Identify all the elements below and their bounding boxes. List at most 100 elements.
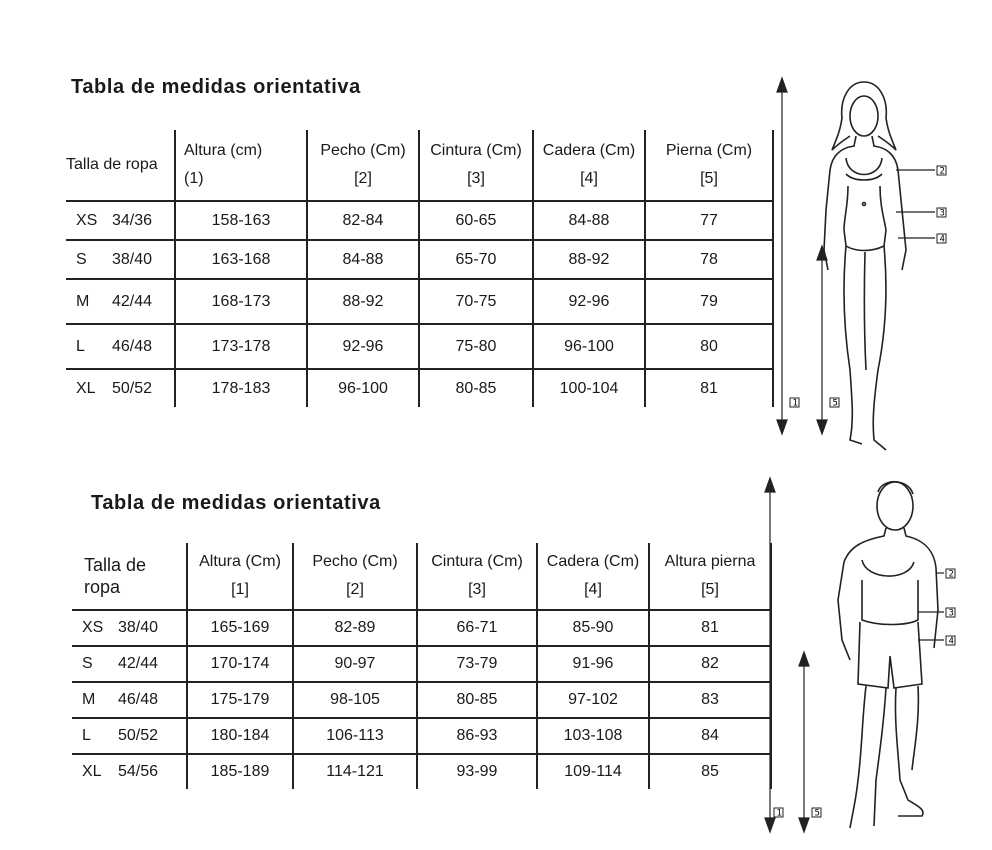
column-header-waist: Cintura (Cm) [3] [418,130,533,202]
cell-height: 185-189 [186,754,293,789]
cell-chest: 106-113 [292,718,417,755]
cell-chest: 98-105 [292,682,417,719]
cell-waist: 66-71 [416,610,537,647]
size-letter: M [76,292,90,310]
cell-height: 170-174 [186,646,293,683]
cell-leg: 77 [644,201,774,241]
table-row: M 42/44 168-173 88-92 70-75 92-96 79 [66,279,774,325]
column-header-size: Talla de ropa [66,130,175,202]
size-eu: 46/48 [118,691,159,708]
table-row: XL 54/56 185-189 114-121 93-99 109-114 85 [72,754,772,789]
cell-waist: 93-99 [416,754,537,789]
man-silhouette-icon [837,480,939,829]
table-header-row: Talla de ropa Altura (Cm) [1] Pecho (Cm)[… [72,543,772,611]
cell-height: 175-179 [186,682,293,719]
cell-chest: 114-121 [292,754,417,789]
size-letter: S [76,250,87,268]
cell-chest: 84-88 [306,240,419,280]
label-height: 1 [777,809,782,819]
cell-hip: 109-114 [536,754,649,789]
size-letter: S [82,655,93,672]
size-letter: L [76,337,85,355]
size-eu: 54/56 [118,763,159,780]
cell-chest: 90-97 [292,646,417,683]
label-waist: 3 [949,609,954,619]
column-header-height: Altura (cm) (1) [174,130,307,202]
cell-height: 163-168 [174,240,307,280]
cell-leg: 80 [644,324,774,370]
label-chest: 2 [949,570,954,580]
label-waist: 3 [940,209,945,219]
cell-waist: 65-70 [418,240,533,280]
man-index-labels: 1 5 2 3 4 [773,568,956,819]
woman-measure-lines [776,76,935,436]
cell-leg: 84 [648,718,772,755]
label-hip: 4 [949,637,954,647]
cell-hip: 84-88 [532,201,645,241]
label-leg-height: 5 [815,809,820,819]
cell-height: 158-163 [174,201,307,241]
table-row: L 46/48 173-178 92-96 75-80 96-100 80 [66,324,774,370]
man-measure-lines [764,476,944,834]
woman-silhouette-icon [823,81,907,451]
cell-leg: 82 [648,646,772,683]
cell-hip: 91-96 [536,646,649,683]
size-eu: 42/44 [112,292,153,310]
cell-leg: 79 [644,279,774,325]
size-eu: 46/48 [112,337,153,355]
cell-hip: 85-90 [536,610,649,647]
size-eu: 38/40 [118,619,159,636]
column-header-height: Altura (Cm) [1] [186,543,293,611]
cell-hip: 96-100 [532,324,645,370]
cell-hip: 92-96 [532,279,645,325]
size-eu: 50/52 [118,727,159,744]
cell-waist: 80-85 [418,369,533,407]
cell-chest: 82-84 [306,201,419,241]
column-header-size: Talla de ropa [72,543,187,611]
cell-height: 180-184 [186,718,293,755]
cell-waist: 86-93 [416,718,537,755]
cell-chest: 92-96 [306,324,419,370]
cell-hip: 100-104 [532,369,645,407]
cell-height: 168-173 [174,279,307,325]
cell-height: 173-178 [174,324,307,370]
size-eu: 42/44 [118,655,159,672]
size-letter: XL [76,379,96,397]
cell-hip: 97-102 [536,682,649,719]
table-row: XS 38/40 165-169 82-89 66-71 85-90 81 [72,610,772,647]
column-header-leg: Pierna (Cm) [5] [644,130,774,202]
woman-figure-diagram: 1 5 2 3 4 [776,76,947,451]
column-header-hip: Cadera (Cm) [4] [532,130,645,202]
table-row: M 46/48 175-179 98-105 80-85 97-102 83 [72,682,772,719]
column-header-waist: Cintura (Cm) [3] [416,543,537,611]
size-letter: XL [82,763,102,780]
cell-leg: 78 [644,240,774,280]
column-header-chest: Pecho (Cm) [2] [306,130,419,202]
women-size-chart-title: Tabla de medidas orientativa [71,76,361,98]
cell-hip: 88-92 [532,240,645,280]
label-hip: 4 [940,235,945,245]
size-letter: XS [76,211,98,229]
size-eu: 34/36 [112,211,153,229]
cell-waist: 73-79 [416,646,537,683]
woman-index-labels: 1 5 2 3 4 [789,165,947,409]
size-eu: 50/52 [112,379,153,397]
cell-chest: 88-92 [306,279,419,325]
table-row: S 38/40 163-168 84-88 65-70 88-92 78 [66,240,774,280]
label-chest: 2 [940,167,945,177]
column-header-chest: Pecho (Cm) [2] [292,543,417,611]
size-letter: L [82,727,91,744]
men-size-table: Talla de ropa Altura (Cm) [1] Pecho (Cm)[… [72,543,772,789]
cell-height: 165-169 [186,610,293,647]
cell-waist: 70-75 [418,279,533,325]
size-letter: M [82,691,96,708]
cell-leg: 85 [648,754,772,789]
table-row: XL 50/52 178-183 96-100 80-85 100-104 81 [66,369,774,407]
cell-height: 178-183 [174,369,307,407]
table-row: L 50/52 180-184 106-113 86-93 103-108 84 [72,718,772,755]
man-figure-diagram: 1 5 2 3 4 [764,476,956,834]
size-letter: XS [82,619,104,636]
cell-waist: 80-85 [416,682,537,719]
table-row: S 42/44 170-174 90-97 73-79 91-96 82 [72,646,772,683]
cell-leg: 81 [644,369,774,407]
